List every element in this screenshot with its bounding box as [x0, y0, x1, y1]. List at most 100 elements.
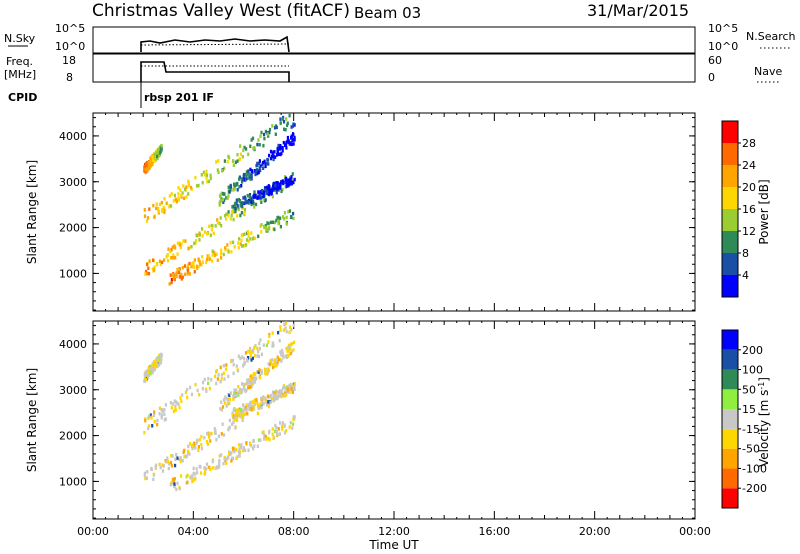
velocity-echo: [203, 466, 206, 470]
velocity-echo: [231, 422, 234, 426]
power-echo: [200, 173, 203, 177]
velocity-echo: [287, 345, 290, 350]
power-echo: [282, 120, 286, 124]
velocity-echo: [205, 462, 209, 466]
power-echo: [151, 160, 154, 165]
power-echo: [270, 154, 274, 159]
power-ytick-label: 1000: [59, 267, 87, 280]
velocity-echo: [237, 354, 240, 359]
power-echo: [267, 188, 270, 192]
velocity-echo: [237, 384, 240, 389]
power-echo: [229, 185, 232, 190]
power-echo: [241, 201, 244, 205]
time-tick-label: 00:00: [77, 525, 109, 538]
power-echo: [158, 151, 161, 155]
power-echo: [205, 169, 208, 174]
power-colorbar-swatch: [722, 121, 738, 143]
power-echo: [240, 177, 243, 181]
power-echo: [145, 163, 148, 167]
velocity-echo: [190, 474, 194, 478]
velocity-echo: [291, 390, 294, 395]
power-echo: [275, 125, 278, 130]
velocity-echo: [251, 400, 254, 404]
power-echo: [249, 144, 252, 148]
velocity-echo: [269, 361, 272, 365]
velocity-echo: [220, 408, 223, 412]
velocity-echo: [259, 402, 262, 406]
power-echo: [244, 178, 247, 182]
power-echo: [263, 132, 266, 137]
velocity-echo: [194, 382, 197, 387]
velocity-echo: [169, 460, 173, 465]
velocity-echo: [201, 380, 205, 385]
velocity-echo: [219, 406, 222, 411]
velocity-echo: [288, 425, 291, 429]
velocity-echo: [279, 421, 282, 425]
power-echo: [160, 209, 164, 213]
velocity-echo: [145, 372, 148, 376]
velocity-echo: [241, 448, 245, 453]
power-echo: [279, 184, 282, 188]
velocity-echo: [289, 351, 292, 356]
velocity-panel: 1000 2000 3000 4000: [59, 320, 696, 520]
velocity-echo: [254, 353, 257, 358]
power-echo: [284, 143, 288, 147]
velocity-echo: [189, 385, 192, 390]
power-echo: [243, 232, 246, 236]
power-echo: [251, 136, 255, 141]
power-echo: [163, 258, 166, 262]
power-ytick-label: 4000: [59, 130, 87, 143]
power-echo: [263, 159, 266, 164]
velocity-echo: [244, 412, 247, 416]
velocity-echo: [191, 443, 194, 447]
velocity-echo: [243, 362, 246, 366]
power-echo: [291, 132, 295, 136]
power-echo: [263, 136, 266, 141]
power-echo: [236, 153, 239, 157]
power-echo: [175, 271, 178, 276]
power-echo: [157, 206, 160, 211]
velocity-echo: [258, 341, 261, 346]
power-echo: [281, 145, 284, 150]
power-echo: [242, 178, 245, 182]
power-echo: [156, 262, 159, 267]
velocity-echo: [285, 329, 288, 334]
velocity-echo: [254, 372, 257, 376]
velocity-echo: [232, 394, 235, 398]
power-echo: [235, 183, 238, 187]
velocity-echo: [237, 393, 240, 397]
velocity-echo: [256, 411, 259, 416]
power-echo: [183, 196, 186, 200]
velocity-echo: [181, 393, 184, 397]
velocity-echo: [249, 352, 252, 356]
power-echo: [169, 204, 173, 208]
velocity-echo: [251, 377, 254, 381]
velocity-echo: [274, 394, 277, 398]
power-echo: [237, 207, 240, 212]
velocity-echo: [292, 417, 295, 422]
site-title: Christmas Valley West (fitACF): [92, 1, 350, 21]
power-echo: [292, 180, 295, 185]
velocity-echo: [174, 406, 177, 410]
power-echo: [284, 184, 287, 189]
power-echo: [266, 190, 269, 194]
velocity-echo: [293, 340, 296, 345]
nsky-tick-top: 10^5: [55, 22, 85, 35]
velocity-echo: [242, 446, 245, 450]
power-echo: [258, 143, 261, 147]
power-echo: [218, 203, 221, 207]
power-echo: [260, 230, 263, 234]
velocity-echo: [250, 384, 253, 389]
velocity-echo: [247, 379, 250, 383]
power-echo: [267, 134, 270, 138]
velocity-colorbar-label: Velocity [m s-1]: [757, 377, 772, 467]
velocity-echo: [172, 409, 176, 413]
power-echo: [268, 153, 271, 158]
power-echo: [285, 117, 288, 121]
velocity-echo: [229, 391, 232, 395]
velocity-echo: [257, 354, 261, 359]
velocity-colorbar-tick-label: 50: [742, 383, 756, 396]
velocity-echo: [281, 351, 284, 355]
velocity-echo: [266, 394, 270, 399]
power-echo: [226, 243, 229, 247]
